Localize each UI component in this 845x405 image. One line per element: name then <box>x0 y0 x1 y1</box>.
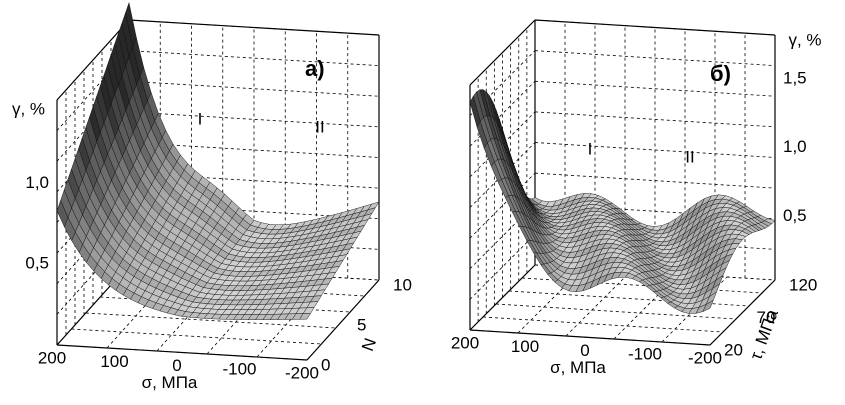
x-tick-label: 100 <box>511 337 539 356</box>
grid-line <box>128 50 380 67</box>
x-tick-label: -100 <box>222 360 256 379</box>
grid-line <box>128 80 380 97</box>
x-tick-label: 0 <box>580 341 589 360</box>
y-axis-label: τ, МПа <box>746 306 782 362</box>
grid-line <box>482 316 724 333</box>
x-tick-label: -100 <box>628 345 662 364</box>
z-axis-label: γ, % <box>12 99 45 118</box>
z-axis-label: γ, % <box>788 30 821 49</box>
zone-label: I <box>198 109 203 128</box>
axis-line <box>469 264 536 331</box>
axis-line <box>56 344 308 361</box>
x-tick-label: 200 <box>451 333 479 352</box>
x-axis-label: σ, МПа <box>142 373 198 392</box>
panel-label: а) <box>305 56 325 81</box>
axis-line <box>534 19 776 36</box>
y-tick-label: 120 <box>789 275 817 294</box>
axis-line <box>56 19 130 101</box>
axis-line <box>469 329 711 346</box>
y-tick-label: 0 <box>321 355 330 374</box>
zone-label: II <box>685 147 694 166</box>
x-tick-label: 200 <box>38 348 66 367</box>
axis-line <box>306 279 380 361</box>
grid-line <box>495 303 737 320</box>
x-tick-label: -200 <box>285 363 319 382</box>
z-tick-label: 0,5 <box>783 206 807 225</box>
y-tick-label: 5 <box>357 315 366 334</box>
zone-label: II <box>315 117 324 136</box>
axis-line <box>709 279 776 346</box>
z-tick-label: 1,0 <box>25 173 49 192</box>
y-axis-label: N <box>358 336 380 354</box>
y-tick-label: 20 <box>724 340 743 359</box>
grid-line <box>534 111 776 128</box>
x-tick-label: 100 <box>100 352 128 371</box>
grid-line <box>534 80 776 97</box>
x-axis-label: σ, МПа <box>550 358 606 377</box>
z-tick-label: 1,0 <box>783 137 807 156</box>
panel-label: б) <box>710 61 731 86</box>
grid-line <box>521 277 763 294</box>
z-tick-label: 0,5 <box>25 254 49 273</box>
z-tick-label: 1,5 <box>783 69 807 88</box>
y-tick-label: 10 <box>393 275 412 294</box>
panel: 200 100 0 -100 -200 σ, МПа 20 70 120 τ, МПа 0,5 1,0… <box>451 19 822 377</box>
axis-line <box>128 19 380 36</box>
surface-cell <box>702 299 714 313</box>
x-tick-label: -200 <box>688 348 722 367</box>
grid-line <box>534 142 776 158</box>
x-tick-label: 0 <box>172 356 181 375</box>
grid-line <box>534 50 776 67</box>
axis-line <box>469 19 536 86</box>
grid-line <box>71 328 322 345</box>
surface-cell <box>299 313 312 320</box>
zone-label: I <box>588 139 593 158</box>
y-tick-label: 70 <box>757 308 776 327</box>
